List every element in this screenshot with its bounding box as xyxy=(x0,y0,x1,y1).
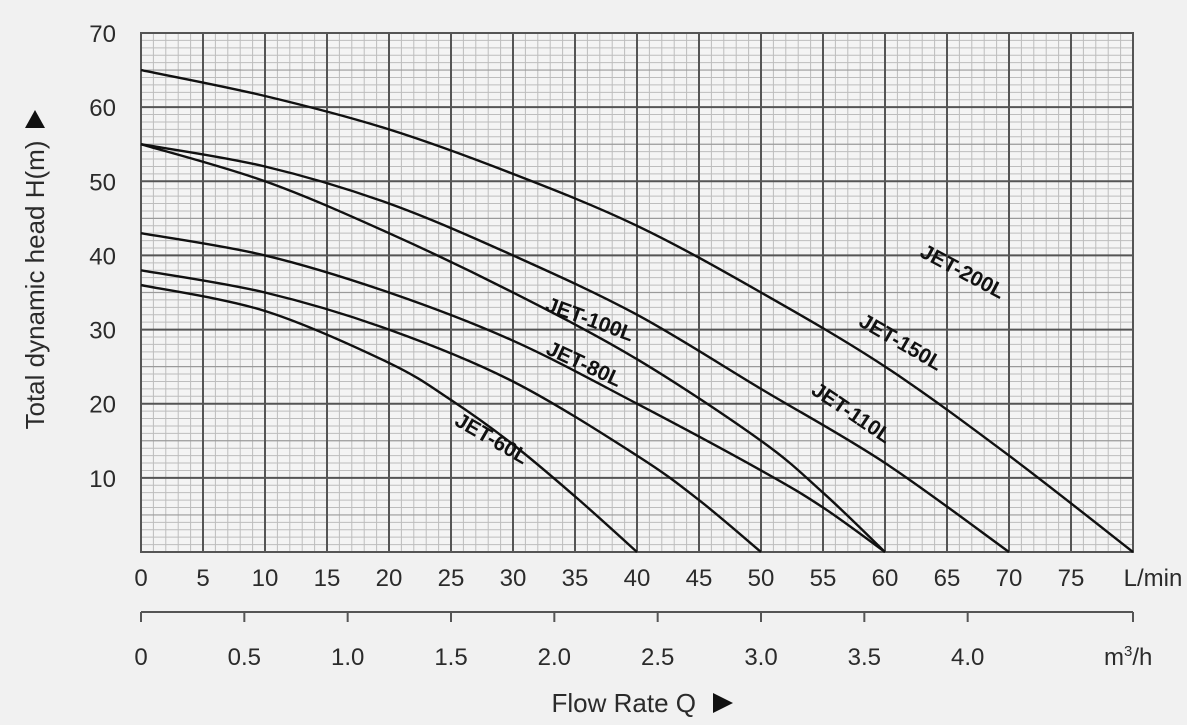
y-axis-title: Total dynamic head H(m) xyxy=(20,141,50,430)
x-tick-label: 15 xyxy=(314,565,341,592)
curves xyxy=(140,68,1134,553)
x2-tick-label: 1.0 xyxy=(331,644,364,671)
x2-tick-label: 3.5 xyxy=(848,644,881,671)
x-tick-label: 50 xyxy=(748,565,775,592)
x-tick-label: 0 xyxy=(134,565,147,592)
x2-tick-label: 4.0 xyxy=(951,644,984,671)
x-tick-label: 75 xyxy=(1058,565,1085,592)
y-tick-label: 60 xyxy=(89,95,116,122)
x-unit-label: L/min xyxy=(1124,565,1183,592)
curve-jet-80l xyxy=(140,269,762,553)
x2-tick-label: 2.0 xyxy=(538,644,571,671)
x-tick-label: 10 xyxy=(252,565,279,592)
y-tick-label: 40 xyxy=(89,243,116,270)
y-tick-label: 50 xyxy=(89,169,116,196)
curve-jet-200l xyxy=(140,68,1134,553)
y-tick-label: 70 xyxy=(89,21,116,48)
x-tick-label: 20 xyxy=(376,565,403,592)
x-tick-label: 65 xyxy=(934,565,961,592)
x-tick-label: 60 xyxy=(872,565,899,592)
curve-jet-110l xyxy=(140,143,886,553)
y-tick-label: 20 xyxy=(89,392,116,419)
x2-tick-label: 0.5 xyxy=(228,644,261,671)
x-tick-label: 35 xyxy=(562,565,589,592)
y-axis-arrow-icon xyxy=(25,110,45,128)
tick-labels: 0 5 10 15 20 25 30 35 40 45 50 55 60 65 70 75 L/min 10 20 3… xyxy=(89,21,1182,592)
y-tick-label: 10 xyxy=(89,466,116,493)
x-tick-label: 40 xyxy=(624,565,651,592)
x2-unit-label: m3/h xyxy=(1104,643,1152,671)
x-axis-title: Flow Rate Q xyxy=(552,688,697,718)
x-tick-label: 70 xyxy=(996,565,1023,592)
curve-jet-150l xyxy=(140,143,1010,553)
x-tick-label: 5 xyxy=(196,565,209,592)
x2-tick-label: 0 xyxy=(134,644,147,671)
x2-tick-label: 1.5 xyxy=(434,644,467,671)
x-tick-label: 25 xyxy=(438,565,465,592)
curve-jet-60l xyxy=(140,283,638,553)
x-axis-arrow-icon xyxy=(713,693,733,713)
x-tick-label: 30 xyxy=(500,565,527,592)
curve-jet-100l xyxy=(140,232,886,553)
y-tick-label: 30 xyxy=(89,318,116,345)
secondary-x-axis: 0 0.5 1.0 1.5 2.0 2.5 3.0 3.5 4.0 xyxy=(134,611,1134,671)
x2-tick-label: 2.5 xyxy=(641,644,674,671)
x2-tick-label: 3.0 xyxy=(744,644,777,671)
grid xyxy=(140,32,1134,553)
x-tick-label: 45 xyxy=(686,565,713,592)
x-tick-label: 55 xyxy=(810,565,837,592)
